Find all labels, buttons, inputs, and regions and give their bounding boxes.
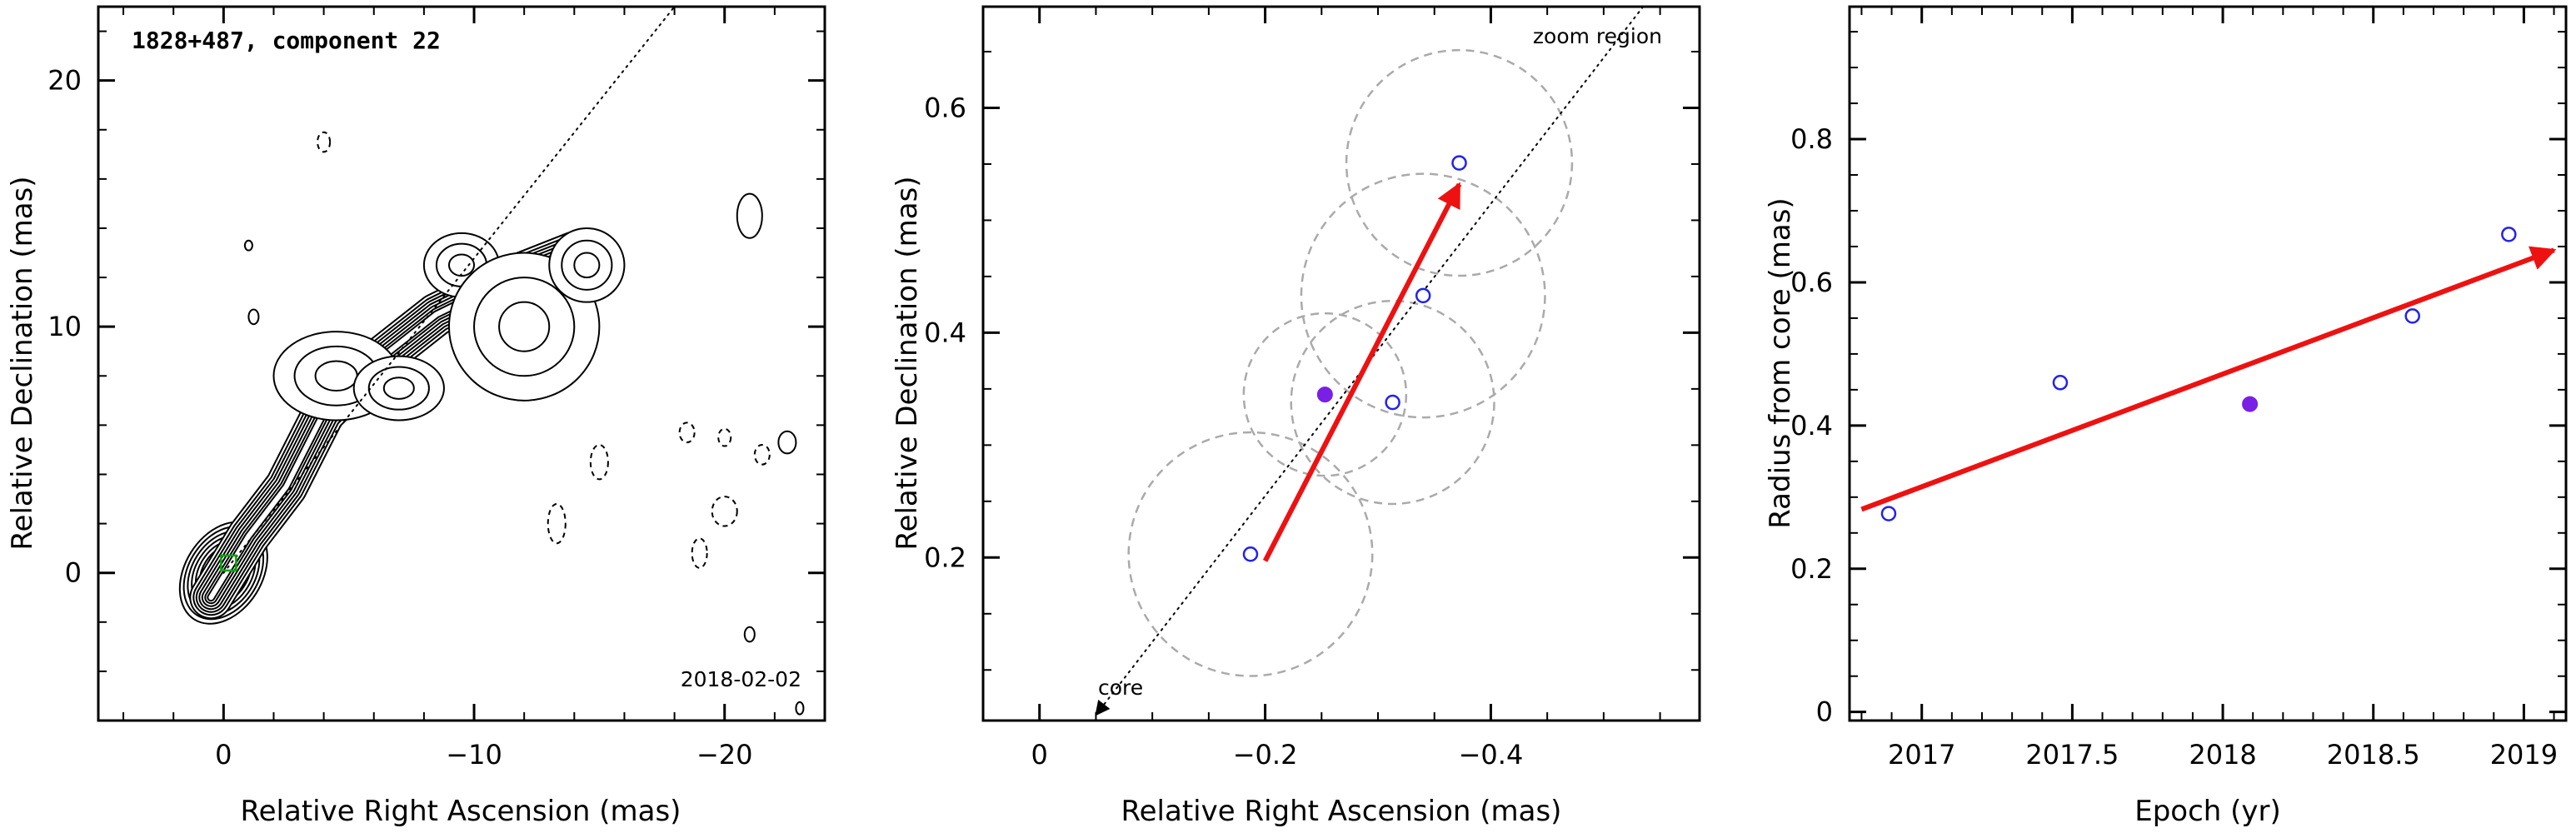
x-tick-label: −0.4	[1459, 739, 1524, 771]
x-tick-label: 2018.5	[2327, 739, 2420, 771]
y-tick-label: 10	[47, 311, 82, 342]
component-marker	[220, 554, 237, 572]
tick-labels: 0 −0.2 −0.4 0.2 0.4 0.6	[924, 92, 1523, 771]
x-tick-label: 0	[1031, 739, 1048, 771]
y-tick-label: 0	[65, 557, 82, 589]
positive-contour	[736, 192, 763, 239]
filled-point	[2242, 396, 2259, 412]
open-point	[1415, 287, 1431, 304]
uncertainty-circle	[1345, 48, 1574, 277]
x-tick-label: 2019	[2490, 739, 2558, 771]
x-tick-label: −0.2	[1233, 739, 1298, 771]
positive-contour	[243, 239, 253, 252]
negative-contour	[717, 427, 732, 447]
y-tick-label: 0.2	[1790, 553, 1833, 585]
y-tick-label: 0.8	[1790, 123, 1833, 155]
chart-title: 1828+487, component 22	[132, 27, 441, 54]
positive-contour	[247, 308, 260, 326]
negative-contour	[589, 444, 609, 481]
contour-layer	[178, 131, 805, 716]
jet-axis-line	[222, 6, 676, 574]
y-tick-label: 0.6	[1790, 267, 1833, 298]
y-tick-label: 0	[1816, 696, 1833, 728]
y-tick-label: 0.2	[924, 541, 966, 573]
open-point	[2052, 375, 2069, 391]
negative-contour	[317, 131, 332, 153]
plot-frame	[1848, 5, 2568, 722]
negative-contour	[711, 496, 738, 527]
negative-contour	[547, 502, 567, 545]
x-tick-label: 0	[215, 739, 232, 771]
panel-radius-vs-epoch: Epoch (yr) Radius from core (mas) 2017 20…	[1764, 5, 2568, 828]
x-tick-label: 2018	[2189, 739, 2256, 771]
positive-contour	[743, 626, 756, 643]
x-tick-label: −10	[446, 739, 502, 771]
filled-point	[1316, 387, 1333, 403]
positive-contour	[795, 701, 805, 716]
open-point	[1385, 394, 1400, 411]
y-axis-label: Relative Declination (mas)	[891, 176, 924, 550]
uncertainty-circles	[1127, 48, 1574, 677]
data-points	[1242, 155, 1467, 562]
jet-blob-contour	[314, 360, 358, 392]
x-axis-label: Epoch (yr)	[2134, 795, 2281, 828]
x-tick-label: 2017	[1888, 739, 1955, 771]
uncertainty-circle	[1300, 172, 1546, 419]
x-tick-label: −20	[696, 739, 753, 771]
y-axis-label: Relative Declination (mas)	[6, 176, 39, 550]
jet-blob-contour	[382, 377, 415, 400]
open-point	[1880, 506, 1897, 521]
x-tick-label: 2017.5	[2025, 739, 2119, 771]
core-label: core	[1098, 676, 1143, 700]
panel-zoom-region: zoom region core Relative Right Ascensio…	[891, 5, 1701, 828]
y-axis-label: Radius from core (mas)	[1764, 197, 1797, 528]
plot-frame	[981, 5, 1701, 722]
jet-blob-contour	[447, 253, 476, 277]
open-point	[1242, 546, 1259, 562]
x-axis-label: Relative Right Ascension (mas)	[241, 795, 681, 828]
jet-blob-contour	[498, 301, 551, 352]
tick-labels: 2017 2017.5 2018 2018.5 2019 0 0.2 0.4 0.6 0.8	[1790, 123, 2558, 771]
y-tick-label: 0.4	[1790, 410, 1833, 441]
x-axis-label: Relative Right Ascension (mas)	[1121, 795, 1562, 828]
fit-arrow	[1860, 246, 2557, 512]
data-points	[1880, 227, 2517, 521]
y-tick-label: 20	[47, 65, 82, 97]
tick-marks	[1850, 7, 2566, 721]
epoch-date-label: 2018-02-02	[681, 667, 801, 691]
negative-contour	[678, 421, 696, 444]
uncertainty-circle	[1242, 312, 1408, 477]
positive-contour	[777, 430, 797, 455]
motion-arrow	[1262, 182, 1462, 562]
y-tick-label: 0.6	[924, 92, 966, 123]
zoom-region-label: zoom region	[1533, 24, 1662, 48]
plot-frame	[97, 5, 826, 722]
jet-blob-contour	[573, 252, 601, 279]
open-point	[1451, 155, 1467, 171]
open-point	[2501, 227, 2517, 242]
negative-contour	[691, 537, 708, 569]
panel-contour-map: 1828+487, component 22 2018-02-02 Relati…	[6, 5, 826, 828]
uncertainty-circle	[1127, 431, 1374, 677]
y-tick-label: 0.4	[924, 317, 966, 348]
tick-marks	[982, 7, 1700, 721]
open-point	[2404, 308, 2420, 324]
tick-labels: 0 −10 −20 0 10 20	[47, 65, 752, 771]
negative-contour	[753, 444, 771, 466]
uncertainty-circle	[1290, 299, 1495, 506]
